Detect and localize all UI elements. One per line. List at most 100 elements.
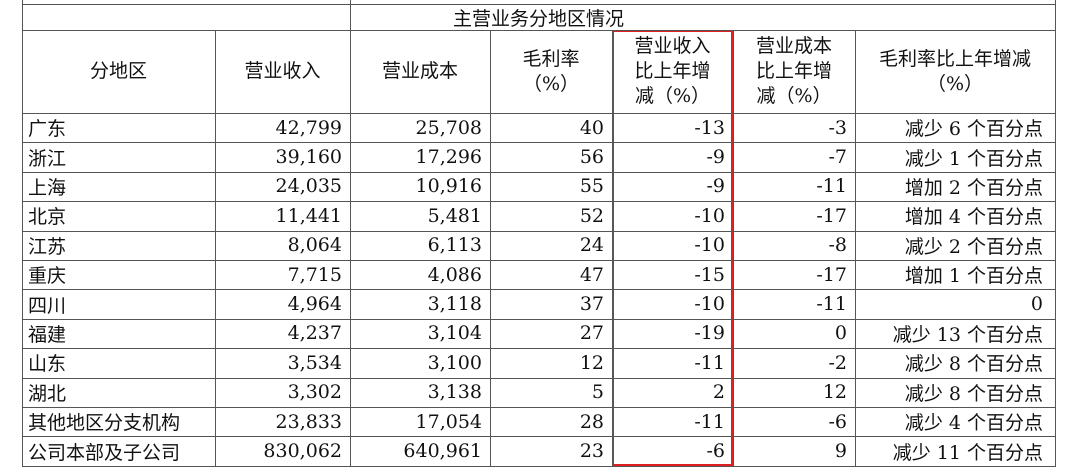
- data-cell: 减少 4 个百分点: [904, 412, 1043, 435]
- header-cell: 营业收入 比上年增 减（%）: [612, 30, 733, 113]
- header-line: 比上年增: [755, 60, 832, 82]
- table-title: 主营业务分地区情况: [22, 4, 1055, 30]
- header-cell: 毛利率比上年增减 （%）: [855, 30, 1055, 113]
- header-cell: 营业收入: [215, 30, 350, 113]
- data-cell: 减少 6 个百分点: [904, 118, 1043, 141]
- data-cell: -10: [694, 234, 725, 257]
- data-cell: -19: [694, 322, 725, 345]
- data-cell: 10,916: [415, 175, 482, 198]
- data-cell: 23: [579, 440, 604, 463]
- data-cell: 3,302: [287, 381, 342, 404]
- title-text: 主营业务分地区情况: [452, 7, 624, 30]
- row-line: [22, 465, 1056, 467]
- data-cell: 55: [579, 175, 604, 198]
- data-cell: 减少 8 个百分点: [904, 382, 1043, 405]
- column-line: [612, 30, 613, 466]
- data-cell: -11: [816, 175, 847, 198]
- data-cell: 减少 13 个百分点: [892, 323, 1043, 346]
- data-cell: 福建: [28, 323, 67, 346]
- data-cell: 52: [579, 204, 604, 227]
- data-cell: 减少 2 个百分点: [904, 235, 1043, 258]
- row-line: [22, 113, 1056, 114]
- data-cell: 24,035: [275, 175, 342, 198]
- header-line: 分地区: [89, 60, 147, 82]
- row-line: [22, 230, 1056, 232]
- data-cell: 3,138: [427, 381, 482, 404]
- header-line: 毛利率比上年增减: [878, 47, 1031, 70]
- data-cell: 3,100: [427, 351, 482, 374]
- header-cell: 分地区: [22, 30, 215, 113]
- data-cell: 增加 4 个百分点: [904, 206, 1043, 229]
- border-line: [22, 30, 1056, 31]
- data-cell: 5,481: [427, 204, 482, 227]
- data-cell: 5: [591, 381, 604, 404]
- data-cell: 23,833: [275, 410, 342, 433]
- data-cell: 浙江: [28, 147, 67, 170]
- row-line: [22, 318, 1056, 320]
- data-cell: 减少 8 个百分点: [904, 353, 1043, 376]
- data-cell: 830,062: [263, 440, 342, 463]
- data-cell: -17: [816, 263, 847, 286]
- data-cell: 28: [579, 410, 604, 433]
- data-cell: 3,534: [287, 351, 342, 374]
- data-cell: -6: [828, 410, 847, 433]
- data-cell: 17,054: [415, 410, 482, 433]
- header-line: 营业收入: [244, 60, 321, 82]
- data-cell: 重庆: [28, 265, 67, 288]
- data-cell: -11: [816, 293, 847, 316]
- data-cell: 9: [834, 440, 847, 463]
- data-cell: 四川: [28, 294, 67, 317]
- header-line: 营业收入: [634, 35, 711, 57]
- data-cell: -9: [706, 146, 725, 169]
- data-cell: 广东: [28, 118, 67, 141]
- data-cell: 39,160: [275, 146, 342, 169]
- header-line: 毛利率: [522, 47, 580, 70]
- data-cell: -10: [694, 293, 725, 316]
- data-cell: 37: [579, 293, 604, 316]
- data-cell: 北京: [28, 206, 67, 229]
- border-line: [22, 4, 1056, 5]
- data-cell: -17: [816, 204, 847, 227]
- data-cell: -8: [828, 234, 847, 257]
- column-line: [22, 0, 23, 466]
- data-cell: 12: [822, 381, 847, 404]
- data-cell: -10: [694, 204, 725, 227]
- header-line: （%）: [926, 72, 984, 95]
- data-cell: 0: [1030, 293, 1043, 316]
- data-cell: -9: [706, 175, 725, 198]
- row-line: [22, 142, 1056, 144]
- data-cell: 增加 1 个百分点: [904, 265, 1043, 288]
- data-cell: 3,104: [427, 322, 482, 345]
- data-cell: -6: [706, 440, 725, 463]
- data-cell: 3,118: [427, 293, 482, 316]
- data-cell: 其他地区分支机构: [28, 412, 181, 435]
- row-line: [22, 289, 1056, 291]
- header-line: 减（%）: [756, 85, 832, 107]
- row-line: [22, 348, 1056, 350]
- column-line: [215, 30, 216, 466]
- column-line: [1055, 0, 1056, 466]
- row-line: [22, 171, 1056, 173]
- data-cell: 24: [579, 234, 604, 257]
- highlight-box: [612, 30, 733, 466]
- row-line: [22, 407, 1056, 408]
- data-cell: 江苏: [28, 235, 67, 258]
- row-line: [22, 260, 1056, 261]
- data-cell: 湖北: [28, 382, 67, 405]
- data-cell: 12: [579, 351, 604, 374]
- header-line: 减（%）: [634, 85, 711, 107]
- column-line: [350, 0, 351, 466]
- data-cell: 25,708: [415, 116, 482, 139]
- data-cell: 47: [579, 263, 604, 286]
- data-cell: 4,086: [427, 263, 482, 286]
- header-line: 营业成本: [381, 60, 458, 82]
- data-cell: -7: [828, 146, 847, 169]
- data-cell: 2: [712, 381, 725, 404]
- header-cell: 营业成本 比上年增 减（%）: [733, 30, 855, 113]
- header-cell: 毛利率 （%）: [490, 30, 612, 113]
- column-line: [733, 30, 734, 466]
- data-cell: -11: [694, 351, 725, 374]
- header-cell: 营业成本: [350, 30, 490, 113]
- data-cell: -3: [828, 116, 847, 139]
